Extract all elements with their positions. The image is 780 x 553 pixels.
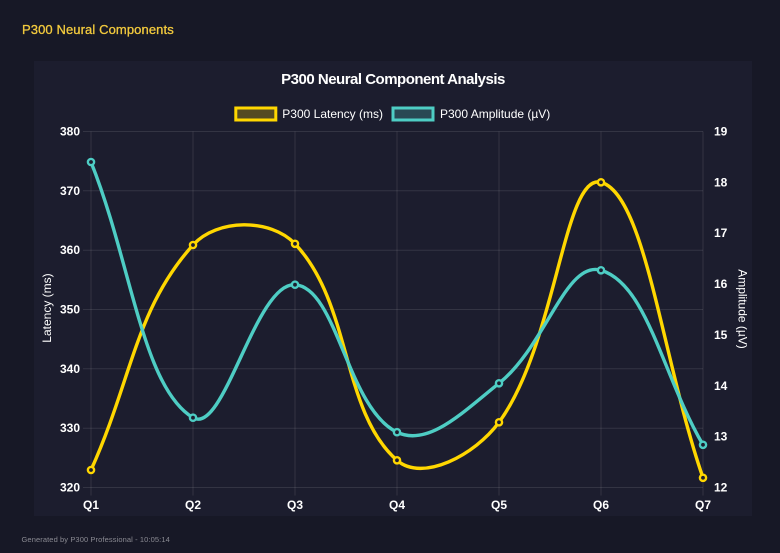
svg-text:Latency (ms): Latency (ms) — [40, 273, 54, 342]
svg-text:Q5: Q5 — [491, 498, 507, 512]
svg-text:330: 330 — [60, 421, 80, 435]
svg-text:18: 18 — [714, 175, 728, 189]
svg-text:320: 320 — [60, 481, 80, 495]
svg-text:P300 Neural Component Analysis: P300 Neural Component Analysis — [281, 71, 505, 88]
svg-text:15: 15 — [714, 328, 728, 342]
svg-text:P300 Latency (ms): P300 Latency (ms) — [282, 107, 383, 121]
svg-text:12: 12 — [714, 481, 728, 495]
svg-text:Generated by P300 Professional: Generated by P300 Professional - 10:05:1… — [22, 535, 170, 544]
svg-text:Q2: Q2 — [185, 498, 201, 512]
svg-text:Amplitude (µV): Amplitude (µV) — [736, 269, 750, 349]
svg-text:Q7: Q7 — [695, 498, 711, 512]
svg-text:380: 380 — [60, 125, 80, 139]
svg-text:P300 Amplitude (µV): P300 Amplitude (µV) — [440, 107, 550, 121]
svg-text:16: 16 — [714, 277, 728, 291]
svg-text:360: 360 — [60, 243, 80, 257]
svg-text:Q4: Q4 — [389, 498, 405, 512]
svg-text:P300 Neural Components: P300 Neural Components — [22, 22, 174, 37]
svg-text:Q6: Q6 — [593, 498, 609, 512]
svg-text:Q1: Q1 — [83, 498, 99, 512]
svg-text:340: 340 — [60, 362, 80, 376]
svg-text:17: 17 — [714, 226, 728, 240]
svg-text:370: 370 — [60, 184, 80, 198]
svg-text:350: 350 — [60, 303, 80, 317]
svg-text:13: 13 — [714, 430, 728, 444]
svg-text:19: 19 — [714, 125, 728, 139]
svg-text:Q3: Q3 — [287, 498, 303, 512]
svg-text:14: 14 — [714, 379, 728, 393]
